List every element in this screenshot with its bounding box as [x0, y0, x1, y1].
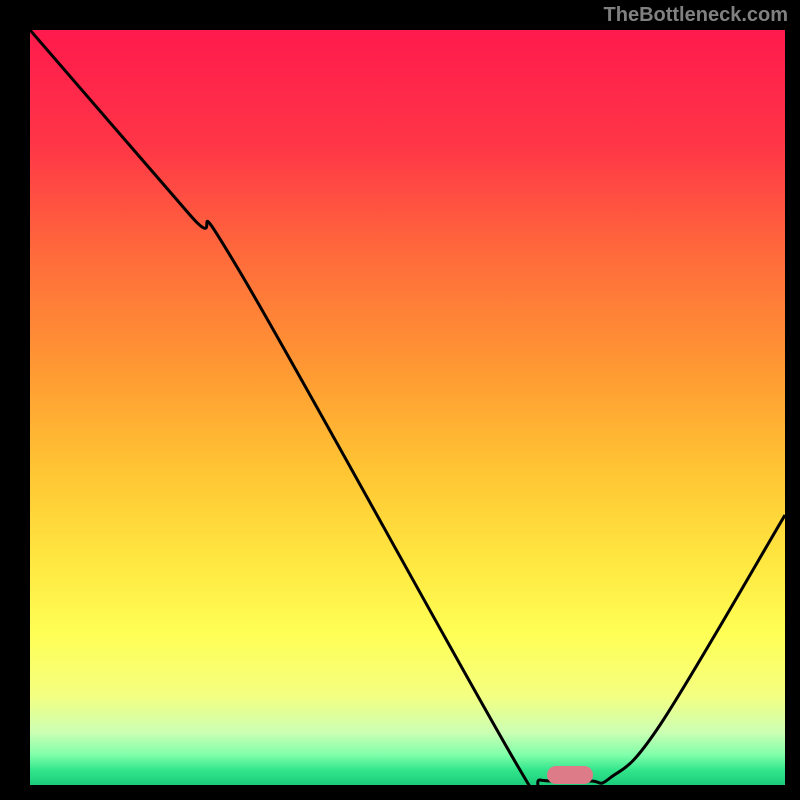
chart-frame: [30, 30, 785, 785]
bottleneck-curve: [30, 30, 785, 785]
optimal-marker: [547, 766, 593, 784]
watermark-text: TheBottleneck.com: [604, 4, 788, 27]
